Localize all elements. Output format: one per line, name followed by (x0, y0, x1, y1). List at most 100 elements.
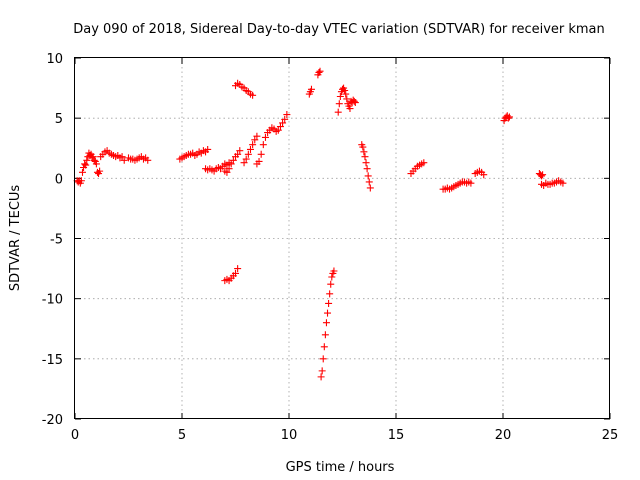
data-point (420, 159, 428, 167)
data-point (96, 167, 104, 175)
data-point (223, 168, 231, 176)
data-point (77, 177, 85, 185)
y-tick-label: 0 (55, 172, 63, 187)
data-point (315, 68, 323, 76)
y-tick-labels: -20 -15 -10 -5 0 5 10 (42, 52, 63, 428)
y-tick-label: -15 (42, 353, 63, 368)
data-point (360, 148, 368, 156)
data-point (320, 343, 328, 351)
data-point (504, 114, 512, 122)
data-point (366, 184, 374, 192)
data-point (253, 132, 261, 140)
data-point (257, 150, 265, 158)
data-point (326, 290, 334, 298)
data-point (361, 153, 369, 161)
data-point (346, 105, 354, 113)
data-point (324, 309, 332, 317)
data-point (559, 179, 567, 187)
data-point (240, 159, 248, 167)
y-tick-label: -5 (50, 233, 63, 248)
x-tick-label: 15 (388, 428, 405, 443)
data-point (261, 133, 269, 141)
data-point (505, 113, 513, 121)
x-tick-label: 10 (281, 428, 298, 443)
data-point (342, 90, 350, 98)
data-point (467, 179, 475, 187)
data-point (234, 265, 242, 273)
data-point (319, 355, 327, 363)
data-point (480, 171, 488, 179)
y-axis-title: SDTVAR / TECUs (8, 185, 23, 292)
data-point (236, 147, 244, 155)
data-point (351, 99, 359, 107)
data-point (204, 145, 212, 153)
data-point (321, 331, 329, 339)
data-point (81, 160, 89, 168)
plot-frame (74, 57, 610, 419)
data-point (281, 115, 289, 123)
data-point (90, 156, 98, 164)
data-point (364, 172, 372, 180)
x-tick-label: 0 (71, 428, 79, 443)
y-tick-label: 10 (46, 52, 63, 67)
data-point (316, 67, 324, 75)
data-point (227, 160, 235, 168)
data-point (78, 168, 86, 176)
data-point (539, 171, 547, 179)
data-point (330, 267, 338, 275)
data-point (82, 161, 90, 169)
grid (75, 58, 610, 419)
data-point (336, 93, 344, 101)
data-point (92, 160, 100, 168)
data-point (327, 280, 335, 288)
y-tick-label: -20 (42, 413, 63, 428)
data-point (307, 85, 315, 93)
data-point (363, 165, 371, 173)
data-point (283, 111, 291, 119)
x-tick-label: 25 (602, 428, 619, 443)
data-point (274, 126, 282, 134)
data-point (259, 141, 267, 149)
data-point (322, 319, 330, 327)
data-point (242, 155, 250, 163)
data-point (362, 159, 370, 167)
data-point (279, 119, 287, 127)
data-point (350, 97, 358, 105)
data-point (334, 108, 342, 116)
data-point (246, 145, 254, 153)
data-point (144, 156, 152, 164)
data-point (251, 136, 259, 144)
data-point (325, 299, 333, 307)
data-point (255, 157, 263, 165)
data-point (120, 156, 128, 164)
data-point (328, 273, 336, 281)
data-point (225, 165, 233, 173)
data-point (365, 178, 373, 186)
y-tick-label: 5 (55, 112, 63, 127)
data-point (229, 156, 237, 164)
data-point (249, 91, 257, 99)
data-point (249, 141, 257, 149)
data-point (341, 86, 349, 94)
y-tick-label: -10 (42, 293, 63, 308)
x-tick-label: 5 (178, 428, 186, 443)
data-point (318, 367, 326, 375)
data-point (276, 123, 284, 131)
data-point (234, 150, 242, 158)
data-point (359, 143, 367, 151)
data-points (73, 67, 567, 381)
data-point (118, 153, 126, 161)
data-point (89, 153, 97, 161)
x-tick-labels: 0 5 10 15 20 25 (71, 428, 618, 443)
chart-title: Day 090 of 2018, Sidereal Day-to-day VTE… (73, 22, 605, 37)
x-axis-title: GPS time / hours (286, 460, 395, 475)
data-point (83, 156, 91, 164)
data-point (335, 100, 343, 108)
data-point (343, 95, 351, 103)
data-point (244, 150, 252, 158)
x-tick-label: 20 (495, 428, 512, 443)
data-point (538, 172, 546, 180)
data-point (317, 373, 325, 381)
data-point (232, 269, 239, 277)
